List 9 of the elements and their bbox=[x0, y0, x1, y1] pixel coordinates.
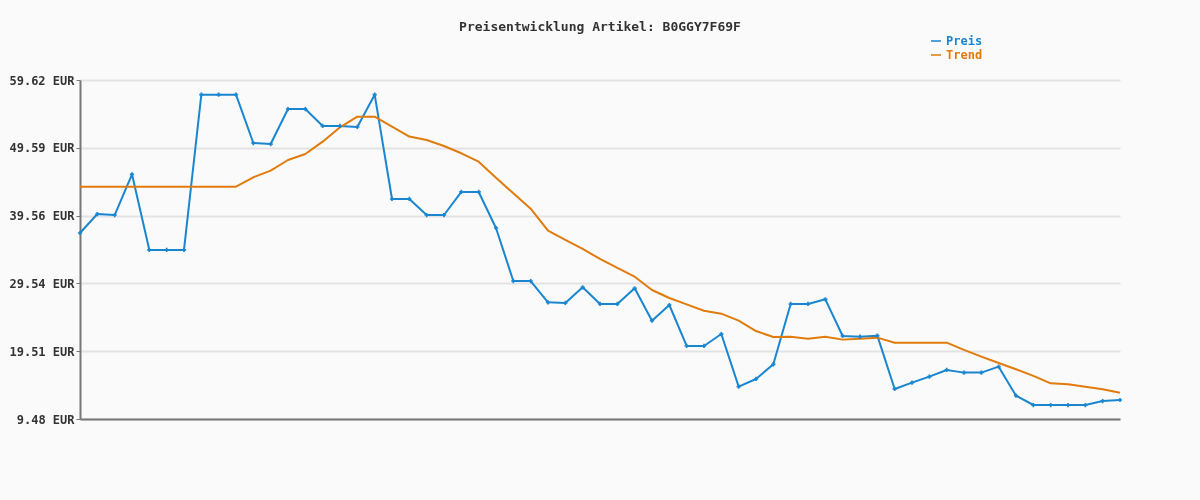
y-tick-label: 59.62 EUR bbox=[9, 73, 76, 88]
y-tick-label: 39.56 EUR bbox=[9, 209, 76, 224]
y-tick-label: 29.54 EUR bbox=[9, 276, 76, 291]
legend-label: Trend bbox=[946, 48, 983, 62]
legend-label: Preis bbox=[946, 34, 983, 48]
y-tick-label: 49.59 EUR bbox=[9, 141, 76, 156]
y-tick-label: 9.48 EUR bbox=[16, 412, 76, 427]
chart-title: Preisentwicklung Artikel: B0GGY7F69F bbox=[458, 19, 742, 34]
y-tick-label: 19.51 EUR bbox=[9, 344, 76, 359]
